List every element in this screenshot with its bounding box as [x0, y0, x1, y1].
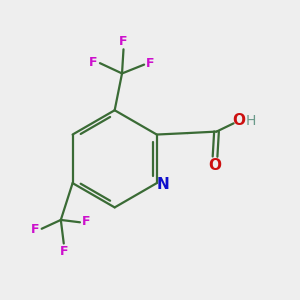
- Text: O: O: [208, 158, 221, 173]
- Text: O: O: [232, 113, 245, 128]
- Text: F: F: [89, 56, 98, 69]
- Text: F: F: [59, 244, 68, 258]
- Text: F: F: [31, 223, 39, 236]
- Text: F: F: [119, 35, 128, 48]
- Text: F: F: [82, 214, 91, 228]
- Text: H: H: [246, 114, 256, 128]
- Text: N: N: [157, 176, 169, 191]
- Text: F: F: [146, 57, 155, 70]
